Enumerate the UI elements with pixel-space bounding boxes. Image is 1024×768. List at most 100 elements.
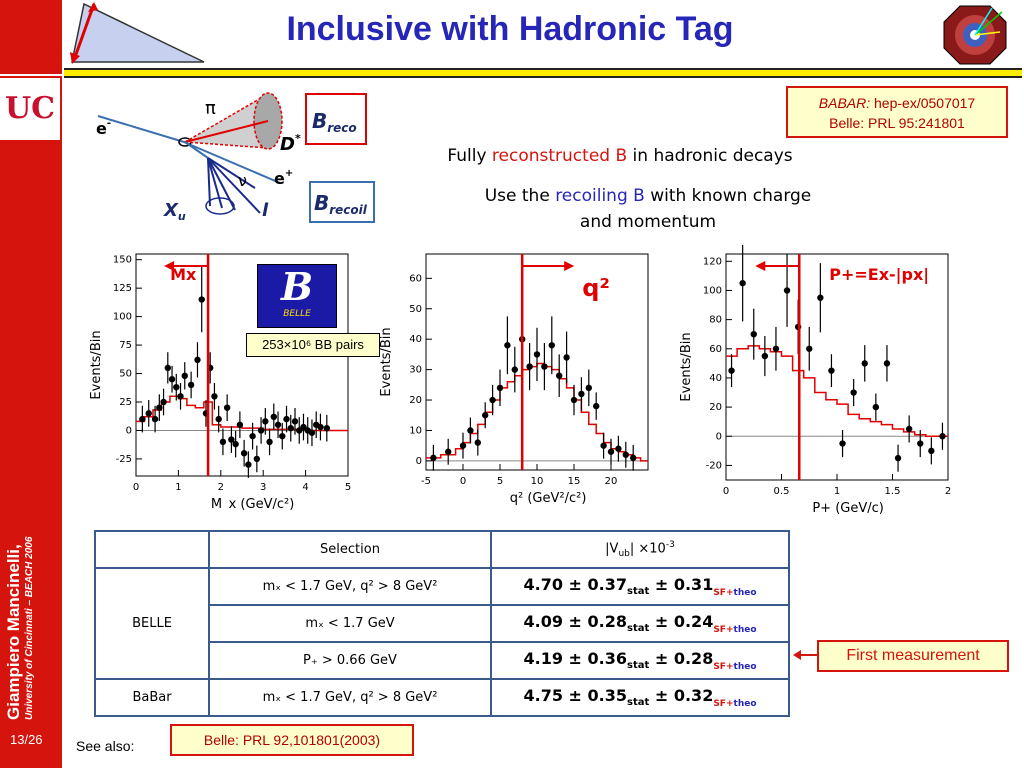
data-point xyxy=(215,415,222,423)
data-point xyxy=(168,376,176,383)
data-point xyxy=(145,410,152,417)
data-point xyxy=(270,413,277,420)
mx-chart: 0 1 2 3 4 5 -25 0 25 50 75 100 125 150 Mx M_x (GeV/c²) E… xyxy=(89,253,351,510)
data-point xyxy=(223,404,231,411)
x-tick-label: 3 xyxy=(260,482,266,493)
y-tick-label: 30 xyxy=(409,365,422,376)
x-tick-label: 0 xyxy=(723,486,729,497)
reference-box: BABAR: hep-ex/0507017 Belle: PRL 95:2418… xyxy=(786,86,1008,138)
data-point xyxy=(622,451,629,458)
y-tick-label: 20 xyxy=(709,402,722,413)
data-point xyxy=(928,447,935,455)
data-point xyxy=(430,454,437,462)
data-point xyxy=(482,412,489,419)
data-point xyxy=(287,424,294,432)
data-point xyxy=(253,455,261,463)
data-point xyxy=(806,345,813,352)
uc-logo: UC xyxy=(0,78,62,140)
data-point xyxy=(467,427,474,434)
y-tick-label: 25 xyxy=(119,397,132,408)
y-tick-label: 50 xyxy=(119,369,132,380)
table-row: BaBar mₓ < 1.7 GeV, q² > 8 GeV² 4.75 ± 0… xyxy=(94,678,790,717)
data-point xyxy=(266,438,273,446)
data-point xyxy=(939,433,946,440)
data-point xyxy=(585,384,592,392)
data-point xyxy=(894,454,902,462)
data-point xyxy=(291,418,299,425)
data-point xyxy=(240,450,248,457)
e-minus-label: e- xyxy=(96,118,111,138)
data-point xyxy=(739,279,746,287)
x-axis-label: M_x (GeV/c²) xyxy=(211,497,294,510)
data-point xyxy=(533,351,541,358)
data-point xyxy=(300,423,307,431)
nu-label: ν xyxy=(238,171,247,190)
data-point xyxy=(872,403,880,411)
data-point xyxy=(861,360,868,367)
data-point xyxy=(578,390,585,398)
brecoil-box xyxy=(309,181,375,223)
x-tick-label: 15 xyxy=(568,476,581,487)
data-point xyxy=(556,372,563,379)
chart-annotation: Mx xyxy=(170,265,197,284)
data-point xyxy=(187,381,195,389)
data-point xyxy=(600,442,607,449)
breco-box xyxy=(305,93,367,145)
x-tick-label: 1 xyxy=(834,486,840,497)
belle-2003-reference: Belle: PRL 92,101801(2003) xyxy=(170,724,414,756)
data-point xyxy=(630,454,637,462)
vub-result: 4.75 ± 0.35stat ± 0.32SF+theo xyxy=(490,678,790,717)
x-tick-label: 4 xyxy=(302,482,308,493)
x-tick-label: 5 xyxy=(345,482,351,493)
table-row: BELLE mₓ < 1.7 GeV, q² > 8 GeV² 4.70 ± 0… xyxy=(94,567,790,680)
x-tick-label: 2 xyxy=(945,486,951,497)
q2-chart: -5 0 5 10 15 20 0 10 20 30 40 50 60 q² q² (GeV²/c²) Eve… xyxy=(379,253,649,506)
data-point xyxy=(850,389,857,396)
data-point xyxy=(173,384,180,391)
data-point xyxy=(139,415,146,423)
vub-result: 4.70 ± 0.37stat ± 0.31SF+theo xyxy=(490,567,790,606)
data-point xyxy=(151,415,159,423)
description-line-3: and momentum xyxy=(579,212,717,232)
title-underline-bar xyxy=(64,68,1022,78)
x-axis-label: P+ (GeV/c) xyxy=(812,501,884,516)
data-point xyxy=(283,415,290,423)
description-line-2: Use the recoiling B with known charge xyxy=(484,186,812,206)
y-tick-label: 20 xyxy=(409,395,422,406)
y-tick-label: 60 xyxy=(409,273,422,284)
y-tick-label: 60 xyxy=(709,344,722,355)
data-point xyxy=(570,396,578,404)
y-tick-label: 40 xyxy=(709,373,722,384)
data-point xyxy=(257,427,265,434)
x-tick-label: 0 xyxy=(133,482,139,493)
data-point xyxy=(593,402,600,410)
header-selection: Selection xyxy=(208,530,492,569)
y-tick-label: 40 xyxy=(409,334,422,345)
data-point xyxy=(839,440,846,447)
d-star-label: D* xyxy=(280,132,301,155)
data-point xyxy=(274,421,282,428)
description-line-1: Fully reconstructed B in hadronic decays xyxy=(447,146,793,166)
data-point xyxy=(607,448,615,455)
y-tick-label: 0 xyxy=(416,456,422,467)
x-tick-label: -5 xyxy=(421,476,431,487)
data-point xyxy=(194,356,201,364)
belle-ref-top: Belle: PRL 95:241801 xyxy=(829,115,965,131)
data-point xyxy=(828,367,835,374)
group-babar: BaBar xyxy=(94,678,210,717)
data-point xyxy=(211,393,218,400)
detector-icon xyxy=(943,5,1007,65)
data-point xyxy=(772,345,780,352)
cut-cell: mₓ < 1.7 GeV, q² > 8 GeV² xyxy=(208,567,492,606)
first-measurement-box: First measurement xyxy=(817,640,1009,672)
mc-histogram xyxy=(726,345,948,438)
cut-cell: mₓ < 1.7 GeV, q² > 8 GeV² xyxy=(208,678,492,717)
chart-annotation: q² xyxy=(582,274,610,302)
plot-frame xyxy=(725,253,949,481)
table-header-row: Selection |Vub| ×10-3 xyxy=(94,530,790,569)
data-point xyxy=(474,439,481,446)
y-tick-label: 100 xyxy=(113,312,132,323)
breco-label: Breco xyxy=(312,109,357,135)
table-row: mₓ < 1.7 GeV 4.09 ± 0.28stat ± 0.24SF+th… xyxy=(95,604,790,643)
data-point xyxy=(496,384,504,392)
